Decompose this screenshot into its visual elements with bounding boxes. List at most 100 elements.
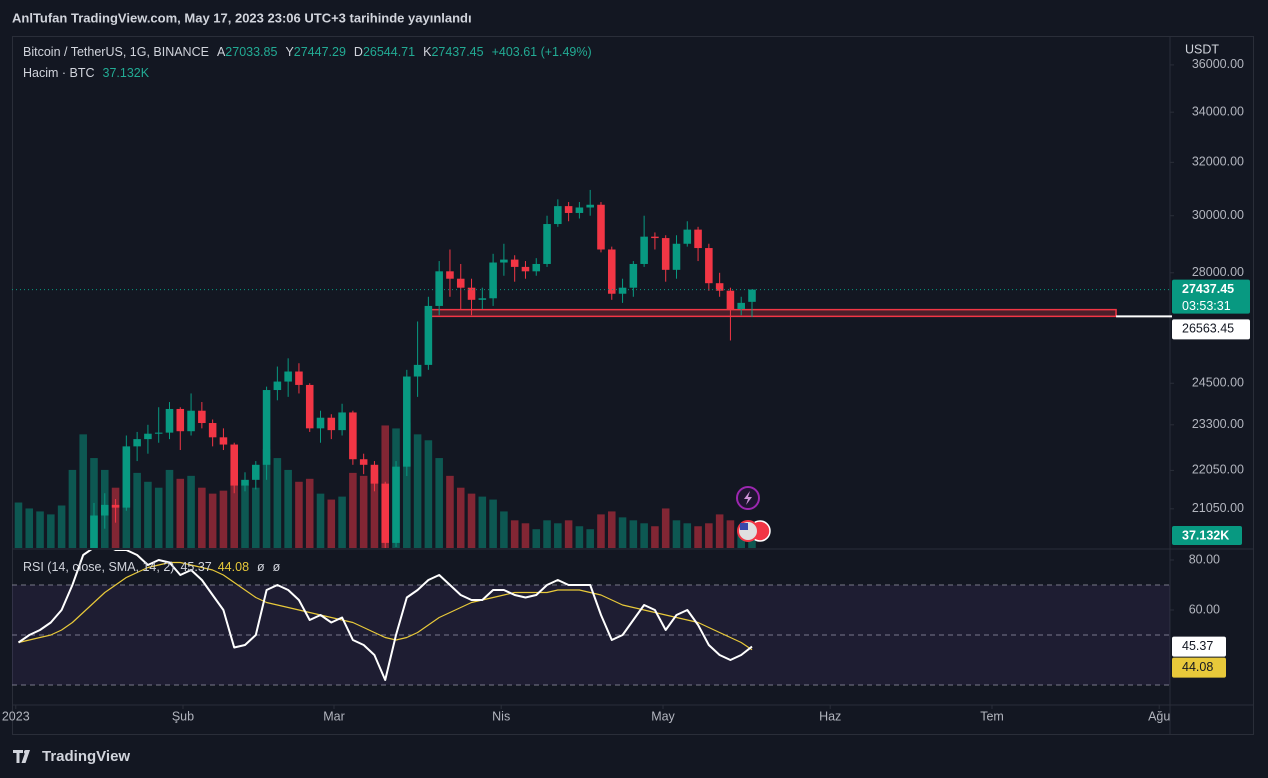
candle-body — [90, 515, 98, 548]
volume-bar — [349, 472, 357, 548]
candle-body — [165, 408, 174, 433]
event-icons — [736, 486, 771, 542]
volume-box — [1172, 525, 1242, 545]
candle-body — [683, 229, 692, 244]
candle-body — [252, 464, 260, 480]
rsi-band — [12, 585, 1170, 685]
volume-bar — [435, 458, 443, 548]
volume-bar — [198, 487, 206, 548]
y-tick-label: 28000.00 — [1192, 265, 1244, 279]
sma-box — [1172, 657, 1226, 678]
volume-bar — [618, 517, 627, 548]
candle-body — [349, 412, 357, 460]
candle-body — [359, 459, 368, 465]
volume-bar — [305, 478, 314, 548]
volume-bar — [446, 475, 454, 548]
volume-bar — [187, 475, 195, 548]
volume-bar — [467, 493, 476, 548]
volume-bar — [726, 520, 735, 548]
candle-body — [726, 290, 735, 310]
candle-body — [230, 444, 238, 486]
candle-body — [198, 410, 206, 424]
volume-legend: Hacim · BTC 37.132K — [23, 66, 150, 80]
volume-bar — [284, 469, 292, 548]
y-tick-label: 36000.00 — [1192, 57, 1244, 71]
rsi-pane — [12, 550, 1170, 686]
candle-body — [392, 466, 400, 543]
y-tick-label: 23300.00 — [1192, 417, 1244, 431]
volume-bar — [316, 493, 325, 548]
candle-body — [446, 271, 454, 279]
candle-body — [543, 224, 551, 264]
candle-body — [413, 364, 422, 377]
candle-body — [133, 439, 141, 447]
candle-body — [597, 204, 605, 250]
na-value: ø — [273, 560, 281, 574]
chart-panel — [12, 36, 1254, 735]
volume-bar — [521, 523, 530, 548]
x-tick-label: May — [651, 709, 675, 723]
volume-bar — [597, 514, 605, 548]
candle-body — [219, 437, 228, 445]
volume-bar — [629, 520, 638, 548]
rsi-line — [17, 550, 753, 681]
axes: 36000.00 34000.00 32000.00 30000.00 28000.00… — [2, 57, 1250, 723]
volume-title: Hacim · BTC — [23, 66, 95, 80]
candle-body — [456, 278, 465, 288]
volume-bar — [79, 434, 87, 548]
candle-body — [521, 266, 530, 272]
candle-body — [640, 236, 648, 264]
support-price-label: 26563.45 — [1182, 322, 1234, 336]
volume-bar — [413, 434, 422, 548]
volume-bar — [154, 487, 163, 548]
x-tick-label: 2023 — [2, 709, 30, 723]
volume-bar — [748, 535, 756, 548]
legend: Bitcoin / TetherUS, 1G, BINANCE A27033.85… — [23, 45, 592, 59]
y-tick-label: 30000.00 — [1192, 208, 1244, 222]
candle-body — [607, 249, 616, 294]
volume-bar — [672, 520, 681, 548]
volume-value: 37.132K — [103, 66, 150, 80]
rsi-box — [1172, 636, 1226, 657]
volume-bar — [219, 490, 228, 548]
candle-body — [532, 263, 541, 272]
volume-bar — [165, 469, 174, 548]
rsi-tick-label: 80.00 — [1189, 552, 1220, 566]
footer-logo — [13, 750, 30, 763]
candle-body — [500, 259, 508, 263]
volume-bar — [403, 422, 411, 548]
y-tick-label: 22050.00 — [1192, 463, 1244, 477]
volume-bar — [500, 511, 508, 548]
ohlc-label: K — [423, 45, 432, 59]
rsi-label: 45.37 — [1182, 639, 1213, 653]
volume-bar — [694, 526, 702, 548]
countdown-label: 03:53:31 — [1182, 299, 1231, 313]
logo-dot — [24, 750, 28, 754]
flag-canton — [740, 523, 748, 530]
candle-body — [467, 287, 476, 300]
volume-bar — [683, 523, 692, 548]
candle-body — [705, 248, 713, 284]
candle-body — [144, 433, 152, 440]
publish-header: AnlTufan TradingView.com, May 17, 2023 2… — [12, 10, 472, 25]
candle-body — [208, 423, 217, 438]
candle-body — [273, 381, 282, 391]
ohlc-label: D — [354, 45, 363, 59]
candle-body — [327, 417, 336, 431]
candle-body — [737, 302, 745, 310]
rsi-value: 45.37 — [180, 560, 211, 574]
candle-body — [370, 464, 379, 484]
volume-bar — [47, 514, 55, 548]
candle-body — [554, 206, 562, 225]
candle-body — [424, 305, 433, 365]
volume-bar — [575, 526, 584, 548]
volume-bar — [252, 487, 260, 548]
candle-body — [715, 283, 724, 291]
candle-body — [748, 289, 756, 302]
volume-bar — [478, 496, 487, 548]
ohlc-label: Y — [285, 45, 294, 59]
volume-bar — [144, 481, 152, 548]
volume-bar — [230, 469, 238, 548]
candle-body — [586, 204, 594, 208]
candle-body — [316, 417, 325, 429]
